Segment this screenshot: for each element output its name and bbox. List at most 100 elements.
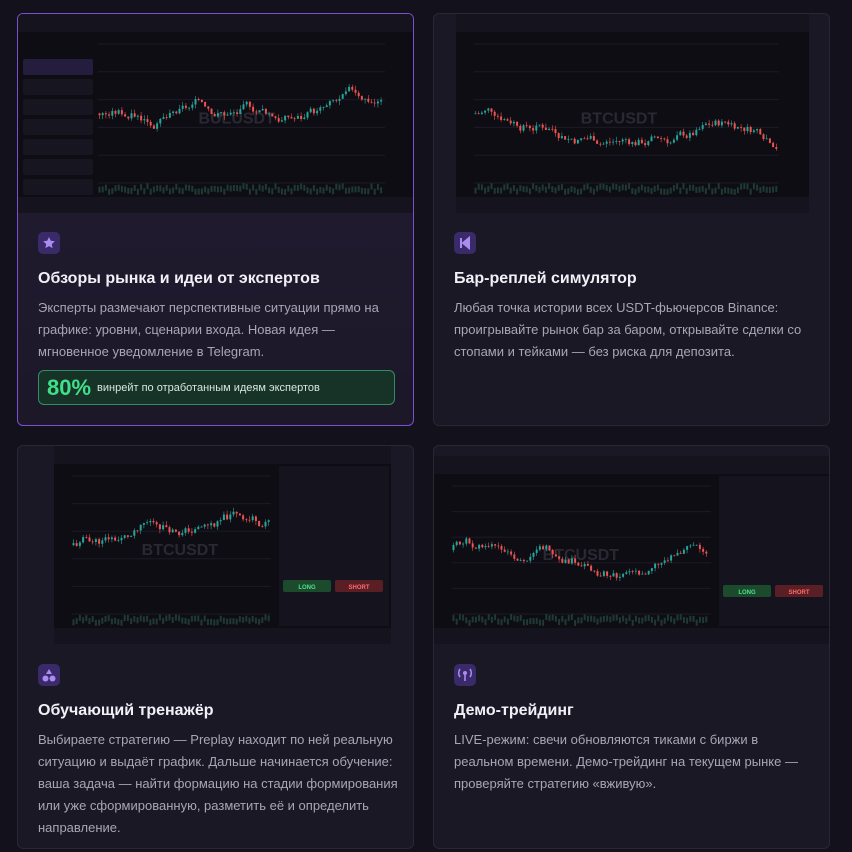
bottom-bar [434, 628, 829, 644]
candle [490, 544, 493, 547]
candle [541, 124, 544, 128]
candle [759, 129, 762, 135]
candle [698, 128, 701, 130]
candle [532, 553, 535, 557]
candle [178, 108, 181, 114]
candle [458, 541, 461, 545]
candle [526, 560, 529, 562]
candle [503, 119, 506, 121]
candle [341, 94, 344, 99]
volume [733, 188, 736, 195]
volume [261, 617, 264, 624]
volume [117, 184, 120, 191]
volume [462, 614, 465, 621]
candle [484, 546, 487, 548]
candle [206, 524, 209, 526]
volume [82, 617, 85, 624]
candle [111, 110, 114, 116]
volume [650, 616, 653, 623]
candle [242, 104, 245, 110]
volume [172, 187, 175, 194]
card: LONG SHORT BTCUSDT Демо-трейдинг LIVE-режи… [433, 445, 830, 849]
candle [367, 98, 370, 102]
list-item [23, 59, 93, 75]
volume [490, 616, 493, 623]
volume [522, 619, 525, 626]
volume [465, 617, 468, 624]
volume [663, 188, 666, 195]
volume [197, 615, 200, 622]
volume [679, 614, 682, 621]
candle [162, 525, 165, 530]
candle [223, 112, 226, 116]
volume [638, 617, 641, 624]
volume [264, 614, 267, 621]
candle [98, 539, 101, 544]
candle [618, 576, 621, 578]
candle [513, 554, 516, 559]
candle [574, 558, 577, 563]
candle [577, 562, 580, 566]
candle [702, 548, 705, 552]
candle [101, 113, 104, 116]
volume [487, 186, 490, 193]
candle [615, 573, 618, 578]
volume [589, 186, 592, 193]
candle [309, 108, 312, 113]
volume [210, 618, 213, 625]
candle [573, 138, 576, 144]
candle [197, 526, 200, 530]
candle [637, 139, 640, 146]
candle [730, 123, 733, 125]
volume [478, 615, 481, 622]
volume [175, 183, 178, 190]
volume [274, 183, 277, 190]
candle [490, 108, 493, 112]
candle [162, 117, 165, 119]
candle [711, 124, 714, 126]
candle [586, 563, 589, 566]
candle [104, 537, 107, 541]
volume [670, 616, 673, 623]
candle [242, 515, 245, 520]
candle [155, 522, 158, 525]
volume [615, 614, 618, 621]
volume [701, 185, 704, 192]
volume [190, 615, 193, 622]
volume [535, 185, 538, 192]
card-title: Обучающий тренажёр [38, 702, 214, 719]
candle [236, 112, 239, 115]
bottom-bar [456, 197, 809, 213]
volume [194, 188, 197, 195]
volume [287, 185, 290, 192]
volume [740, 183, 743, 190]
candle [130, 535, 133, 537]
volume [235, 618, 238, 625]
candle [606, 571, 609, 576]
volume [236, 185, 239, 192]
candle [644, 143, 647, 146]
candle [284, 115, 287, 121]
volume [512, 185, 515, 192]
volume [117, 618, 120, 625]
volume [772, 186, 775, 193]
candle [576, 139, 579, 144]
volume [641, 617, 644, 624]
volume [267, 615, 270, 622]
volume [580, 188, 583, 195]
candle [471, 543, 474, 548]
volume [280, 188, 283, 195]
volume [730, 188, 733, 195]
candle [509, 120, 512, 124]
bottom-bar [18, 197, 413, 213]
candle [184, 105, 187, 108]
volume [573, 187, 576, 194]
volume [360, 187, 363, 194]
candle [477, 113, 480, 115]
candle [245, 101, 248, 105]
volume [284, 188, 287, 195]
volume [708, 183, 711, 190]
candle [580, 565, 583, 567]
candle [133, 113, 136, 117]
trade-button [335, 580, 383, 592]
